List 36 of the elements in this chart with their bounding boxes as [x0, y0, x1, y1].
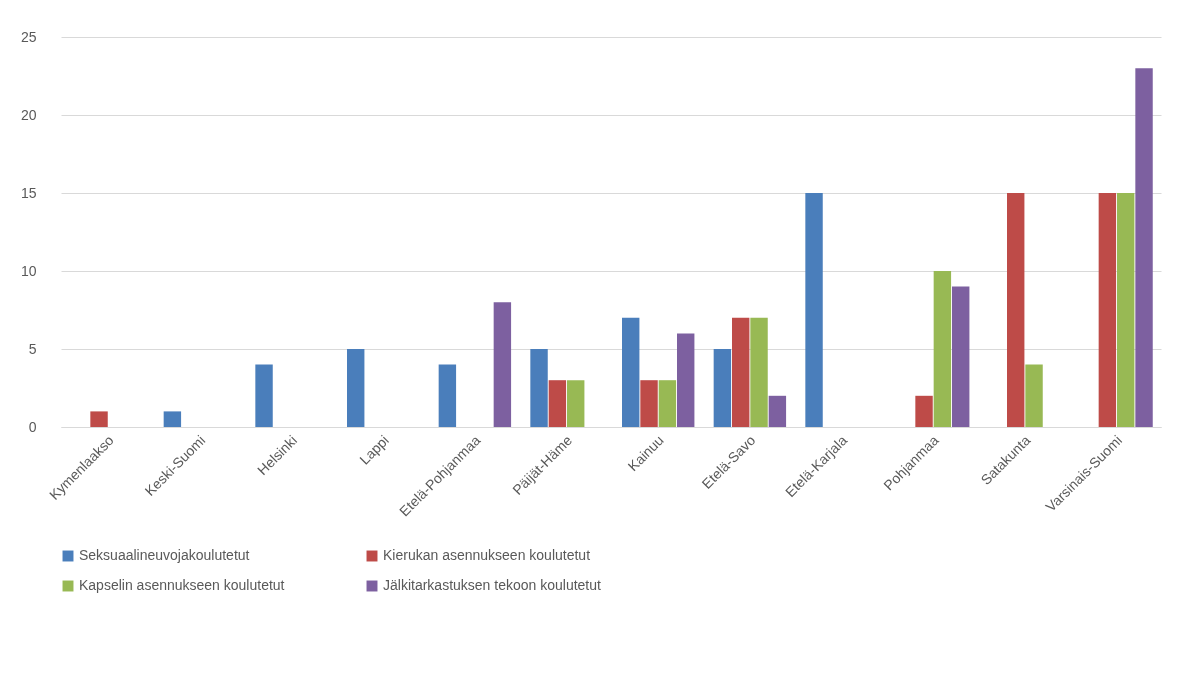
bar: [915, 395, 933, 427]
bar: [768, 395, 787, 427]
bar: [163, 411, 182, 427]
y-tick-label: 0: [28, 418, 37, 435]
bar: [255, 364, 273, 427]
bar: [677, 333, 695, 427]
bar: [750, 317, 768, 427]
bar: [530, 349, 548, 427]
bar: [933, 271, 952, 427]
bar: [1007, 193, 1025, 427]
bar: [952, 286, 970, 427]
legend-label: Kierukan asennukseen koulutetut: [383, 547, 591, 563]
legend-label: Kapselin asennukseen koulutetut: [79, 577, 285, 593]
y-tick-label: 20: [20, 106, 37, 123]
legend-label: Seksuaalineuvojakoulutetut: [79, 547, 250, 563]
bar: [713, 349, 732, 427]
y-tick-label: 5: [28, 340, 37, 357]
bar: [622, 317, 640, 427]
bar: [1098, 193, 1117, 427]
y-tick-label: 10: [20, 262, 37, 279]
legend-label: Jälkitarkastuksen tekoon koulutetut: [383, 577, 602, 593]
bar: [493, 302, 512, 427]
bar: [805, 193, 823, 427]
bar: [732, 317, 750, 427]
bar: [548, 380, 567, 427]
bar: [90, 411, 108, 427]
bar: [1135, 68, 1153, 427]
bar: [640, 380, 658, 427]
bar: [658, 380, 677, 427]
y-tick-label: 15: [20, 184, 37, 201]
bar: [438, 364, 457, 427]
bar: [567, 380, 585, 427]
bar: [1025, 364, 1043, 427]
bar: [347, 349, 365, 427]
y-tick-label: 25: [20, 28, 37, 45]
bar: [1117, 193, 1135, 427]
